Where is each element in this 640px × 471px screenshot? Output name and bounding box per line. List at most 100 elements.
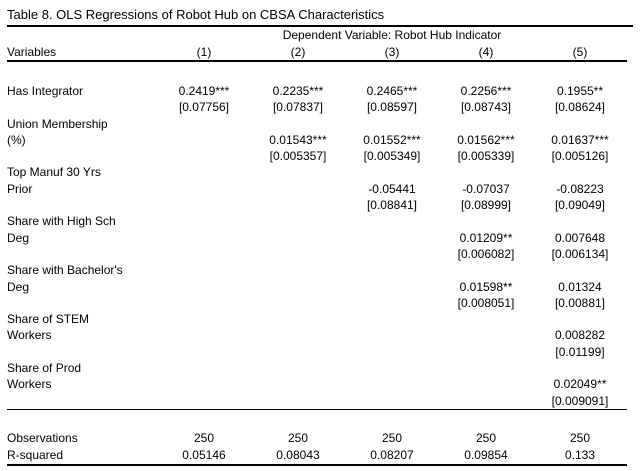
stderr-row: [0.07756] [0.07837] [0.08597] [0.08743] [0.0… — [7, 99, 627, 115]
spacer-row — [7, 410, 627, 430]
coefficient-cell: 0.01324 — [558, 279, 602, 294]
stderr-cell: [0.00881] — [554, 295, 606, 310]
section-divider-rule — [7, 409, 627, 410]
coefficient-cell — [157, 360, 251, 376]
stderr-cell — [345, 295, 439, 311]
coefficient-cell — [533, 360, 627, 376]
coefficient-cell — [533, 116, 627, 132]
coefficient-cell: -0.07037 — [462, 181, 510, 196]
stat-value: 0.08207 — [370, 447, 414, 462]
coefficient-cell — [251, 181, 345, 197]
variable-label: Union Membership — [7, 116, 108, 131]
stat-value: 250 — [193, 430, 215, 445]
variable-label: Share with Bachelor's — [7, 263, 123, 278]
coefficient-row: Deg 0.01209** 0.007648 — [7, 230, 627, 246]
stderr-cell — [251, 295, 345, 311]
stderr-row: [0.009091] — [7, 393, 627, 410]
column-header-5: (5) — [533, 44, 627, 62]
column-header-row: Variables (1) (2) (3) (4) (5) — [7, 44, 627, 62]
coefficient-cell: 0.2235*** — [272, 84, 324, 98]
coefficient-cell — [251, 230, 345, 246]
table-header: Dependent Variable: Robot Hub Indicator … — [7, 27, 627, 83]
coefficient-cell: 0.2256*** — [460, 84, 512, 98]
variable-label: Deg — [7, 230, 30, 245]
stderr-cell: [0.08624] — [554, 100, 606, 115]
coefficient-cell — [439, 116, 533, 132]
coefficient-cell — [345, 213, 439, 229]
coefficient-cell: 0.01562*** — [457, 132, 515, 147]
variable-label: Share with High Sch — [7, 214, 116, 229]
stderr-cell: [0.08999] — [460, 198, 512, 213]
coefficient-cell — [157, 327, 251, 343]
stderr-row: [0.006082] [0.006134] — [7, 246, 627, 262]
stderr-cell — [345, 344, 439, 360]
coefficient-cell — [251, 327, 345, 343]
stderr-cell — [157, 393, 251, 410]
coefficient-row: Has Integrator 0.2419*** 0.2235*** 0.2465**… — [7, 83, 627, 99]
coefficient-cell — [345, 360, 439, 376]
stat-value: 0.08043 — [276, 447, 320, 462]
coefficient-cell — [345, 279, 439, 295]
variable-label — [7, 295, 157, 311]
stderr-cell: [0.005357] — [269, 149, 327, 164]
variable-label — [7, 148, 157, 164]
stat-value: 250 — [569, 430, 591, 445]
stderr-cell: [0.005339] — [457, 149, 515, 164]
coefficient-row: (%) 0.01543*** 0.01552*** 0.01562*** 0.01637… — [7, 132, 627, 148]
coefficient-cell — [345, 230, 439, 246]
regression-table: Dependent Variable: Robot Hub Indicator … — [7, 27, 627, 466]
variable-label-row: Top Manuf 30 Yrs — [7, 164, 627, 180]
variable-label-row: Union Membership — [7, 116, 627, 132]
variable-label — [7, 246, 157, 262]
stderr-cell: [0.07756] — [178, 100, 230, 115]
table-title: Table 8. OLS Regressions of Robot Hub on… — [7, 7, 385, 22]
coefficient-cell: -0.08223 — [556, 181, 604, 196]
stderr-cell — [251, 246, 345, 262]
coefficient-cell — [533, 164, 627, 180]
stderr-cell — [157, 148, 251, 164]
top-rule — [7, 25, 633, 27]
coefficient-cell — [251, 262, 345, 278]
stderr-cell: [0.009091] — [551, 393, 609, 408]
coefficient-cell — [157, 230, 251, 246]
stat-row: R-squared 0.05146 0.08043 0.08207 0.09854 0.1… — [7, 447, 627, 465]
variable-label: Deg — [7, 279, 30, 294]
coefficient-cell — [439, 376, 533, 392]
stderr-cell — [439, 393, 533, 410]
coefficient-cell — [439, 262, 533, 278]
variable-label-row: Share of Prod — [7, 360, 627, 376]
coefficient-cell: 0.02049** — [553, 377, 607, 392]
stderr-cell: [0.006082] — [457, 246, 515, 261]
coefficient-cell: 0.2419*** — [178, 84, 230, 98]
coefficient-cell — [345, 376, 439, 392]
variable-label: (%) — [7, 132, 26, 147]
coefficient-cell: 0.01209** — [459, 230, 513, 245]
stderr-cell — [157, 295, 251, 311]
coefficient-cell — [157, 279, 251, 295]
stat-row: Observations 250 250 250 250 250 — [7, 430, 627, 447]
coefficient-cell — [157, 164, 251, 180]
coefficient-cell: -0.05441 — [368, 181, 416, 196]
stat-value: 250 — [381, 430, 403, 445]
variable-label — [7, 99, 157, 115]
coefficient-cell — [157, 262, 251, 278]
spacer-cell — [7, 410, 627, 430]
stat-value: 0.05146 — [182, 447, 226, 462]
dependent-variable-row: Dependent Variable: Robot Hub Indicator — [7, 27, 627, 44]
column-header-3: (3) — [345, 44, 439, 62]
coefficient-cell — [251, 360, 345, 376]
coefficient-cell: 0.01637*** — [551, 132, 609, 147]
stderr-cell — [157, 246, 251, 262]
coefficient-cell: 0.01543*** — [269, 132, 327, 147]
stderr-cell: [0.01199] — [555, 344, 605, 359]
stderr-cell — [345, 246, 439, 262]
regression-table-body: Has Integrator 0.2419*** 0.2235*** 0.2465**… — [7, 83, 627, 409]
variable-label: Workers — [7, 328, 52, 343]
variable-label: Workers — [7, 377, 52, 392]
coefficient-cell — [345, 164, 439, 180]
spacer-cell — [7, 61, 627, 83]
stderr-cell: [0.008051] — [457, 295, 515, 310]
spacer-row — [7, 61, 627, 83]
stat-value: 0.09854 — [464, 447, 508, 462]
